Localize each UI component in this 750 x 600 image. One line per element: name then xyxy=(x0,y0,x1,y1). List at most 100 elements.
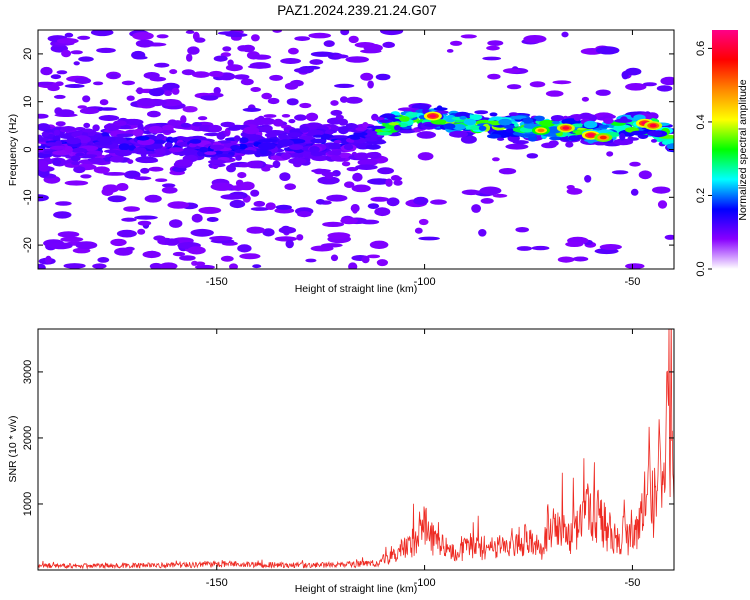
heatmap-cell xyxy=(293,67,314,74)
heatmap-cell xyxy=(310,51,335,57)
heatmap-cell xyxy=(332,54,349,59)
heatmap-cell xyxy=(49,242,73,250)
heatmap-cell xyxy=(652,186,671,194)
heatmap-cell xyxy=(603,117,614,124)
heatmap-cell xyxy=(354,152,370,160)
heatmap-cell xyxy=(261,92,273,100)
heatmap-cell xyxy=(267,97,280,105)
heatmap-cell xyxy=(109,155,124,163)
heatmap-cell xyxy=(57,231,80,238)
heatmap-cells xyxy=(38,30,674,269)
heatmap-cell xyxy=(204,151,217,156)
heatmap-cell xyxy=(502,68,521,74)
heatmap-cell xyxy=(360,72,374,81)
heatmap-cell xyxy=(334,83,355,88)
heatmap-cell xyxy=(503,125,515,129)
tick-label: 0.6 xyxy=(695,41,707,56)
heatmap-cell xyxy=(274,236,298,242)
heatmap-cell xyxy=(45,142,60,147)
heatmap-cell xyxy=(272,160,281,169)
heatmap-cell xyxy=(180,122,191,128)
heatmap-cell xyxy=(40,66,53,76)
heatmap-cell xyxy=(621,71,629,80)
heatmap-cell xyxy=(340,96,348,103)
heatmap-cell xyxy=(377,167,394,175)
heatmap-cell xyxy=(299,126,310,133)
heatmap-cell xyxy=(355,164,378,170)
heatmap-cell xyxy=(656,85,673,92)
heatmap-cell xyxy=(64,180,89,186)
heatmap-cell xyxy=(367,203,380,210)
tick-label: -50 xyxy=(624,276,640,288)
heatmap-cell xyxy=(55,201,72,206)
heatmap-cell xyxy=(154,148,166,156)
heatmap-cell xyxy=(79,107,100,115)
heatmap-cell xyxy=(619,132,626,141)
heatmap-cell xyxy=(492,193,508,198)
heatmap-cell xyxy=(664,234,674,240)
heatmap-cell xyxy=(107,195,127,203)
heatmap-cell xyxy=(64,32,74,38)
heatmap-cell xyxy=(506,84,522,90)
heatmap-cell xyxy=(38,137,49,142)
heatmap-cell xyxy=(330,109,343,116)
heatmap-cell xyxy=(398,129,416,134)
heatmap-cell xyxy=(136,87,144,95)
heatmap-cell xyxy=(360,49,382,54)
heatmap-cell xyxy=(72,247,91,254)
heatmap-cell xyxy=(61,49,72,58)
tick-label: 20 xyxy=(22,48,34,60)
heatmap-cell xyxy=(93,81,104,86)
heatmap-cell xyxy=(82,95,91,103)
heatmap-cell xyxy=(370,196,389,202)
heatmap-cell xyxy=(70,50,83,55)
heatmap-cell xyxy=(666,143,674,150)
heatmap-cell xyxy=(123,206,140,212)
heatmap-cell xyxy=(321,133,332,140)
heatmap-cell xyxy=(227,126,241,131)
heatmap-cell xyxy=(217,31,241,36)
heatmap-cell xyxy=(344,181,355,188)
heatmap-cell xyxy=(164,90,172,97)
heatmap-cell xyxy=(309,146,320,153)
heatmap-cell xyxy=(595,89,611,96)
heatmap-cell xyxy=(288,157,307,165)
heatmap-cell xyxy=(660,76,674,86)
heatmap-cell xyxy=(418,218,429,226)
heatmap-cell xyxy=(482,56,502,61)
heatmap-cell xyxy=(257,115,265,123)
heatmap-cell xyxy=(583,120,598,129)
heatmap-cell xyxy=(182,106,198,113)
heatmap-cell xyxy=(351,184,371,193)
heatmap-cell xyxy=(257,142,276,150)
heatmap-cell xyxy=(299,102,312,109)
heatmap-cell xyxy=(44,128,54,133)
heatmap-cell xyxy=(365,144,381,150)
heatmap-cell xyxy=(92,124,100,132)
heatmap-cell xyxy=(478,125,487,131)
heatmap-cell xyxy=(73,61,80,66)
heatmap-cell xyxy=(335,114,344,120)
heatmap-y-ticks: -20 -10 0 10 20 xyxy=(22,48,674,253)
heatmap-cell xyxy=(651,139,657,143)
heatmap-cell xyxy=(110,238,127,247)
heatmap-cell xyxy=(38,160,49,169)
heatmap-cell xyxy=(380,30,404,36)
heatmap-cell xyxy=(231,185,245,191)
heatmap-cell xyxy=(628,137,639,141)
heatmap-cell xyxy=(134,215,158,220)
heatmap-cell xyxy=(460,34,477,39)
heatmap-cell xyxy=(323,40,335,47)
heatmap-cell xyxy=(82,128,94,133)
colorbar-label: Normalized spectral amplitude xyxy=(737,79,749,220)
heatmap-cell xyxy=(341,161,351,167)
heatmap-cell xyxy=(393,179,403,186)
heatmap-cell xyxy=(148,88,165,97)
heatmap-cell xyxy=(252,264,262,269)
tick-label: 0.0 xyxy=(695,261,707,276)
heatmap-cell xyxy=(374,207,391,217)
heatmap-cell xyxy=(294,36,311,41)
heatmap-cell xyxy=(305,112,319,122)
heatmap-cell xyxy=(90,30,114,37)
heatmap-cell xyxy=(288,47,299,55)
